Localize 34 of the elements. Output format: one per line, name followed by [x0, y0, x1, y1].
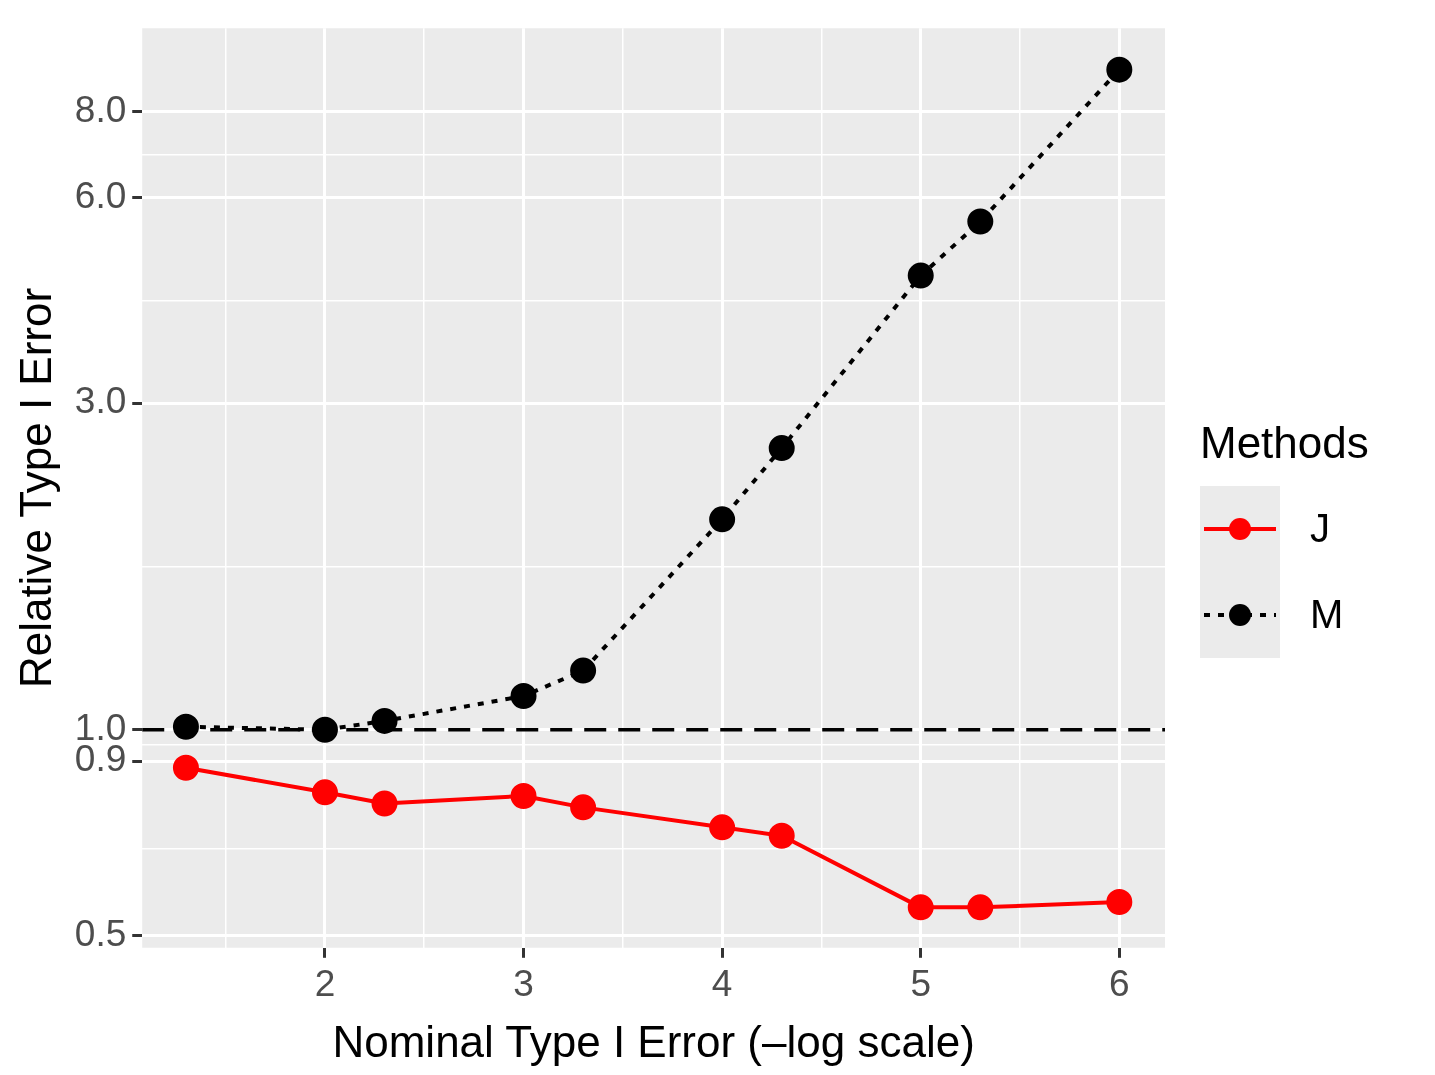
point — [768, 435, 795, 462]
y-tick-label: 0.5 — [74, 912, 127, 954]
point — [371, 707, 398, 734]
x-tick-label: 6 — [1109, 963, 1130, 1005]
point — [510, 683, 537, 710]
point — [510, 783, 537, 810]
point — [907, 894, 934, 921]
legend-label: M — [1310, 592, 1344, 637]
x-tick-label: 5 — [910, 963, 932, 1005]
y-tick-label: 6.0 — [74, 174, 127, 216]
y-tick-label: 3.0 — [74, 380, 127, 422]
x-tick-label: 2 — [314, 963, 336, 1005]
x-tick-label: 3 — [513, 963, 534, 1005]
y-tick-label: 8.0 — [74, 89, 127, 131]
x-axis-title: Nominal Type I Error (–log scale) — [332, 1016, 975, 1066]
point — [371, 790, 398, 817]
point — [768, 822, 795, 849]
legend-label: J — [1310, 506, 1330, 551]
x-tick-label: 4 — [711, 963, 733, 1005]
point — [709, 506, 736, 533]
y-axis-title: Relative Type I Error — [10, 287, 60, 689]
point — [1106, 56, 1133, 83]
point — [967, 894, 994, 921]
point — [907, 262, 934, 289]
point — [709, 814, 736, 841]
point — [172, 713, 199, 740]
point — [570, 794, 597, 821]
point — [967, 208, 994, 235]
point — [311, 716, 338, 743]
legend-title: Methods — [1200, 417, 1369, 468]
point — [570, 657, 597, 684]
point — [311, 779, 338, 806]
point — [172, 754, 199, 781]
point — [1106, 889, 1133, 915]
